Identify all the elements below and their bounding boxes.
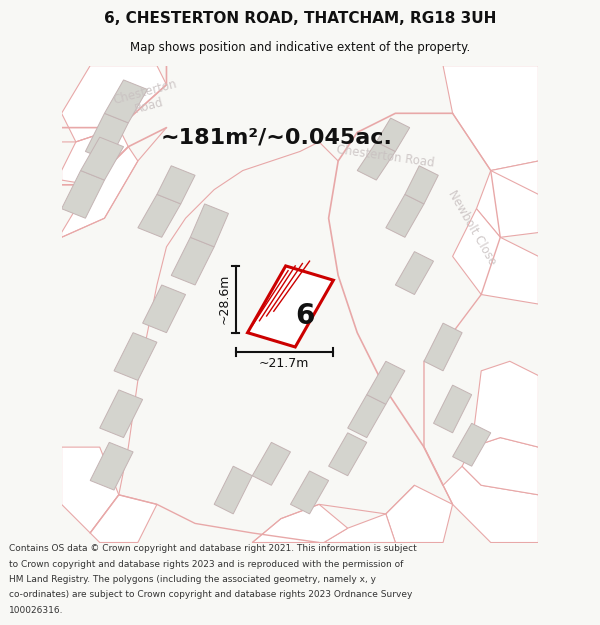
Polygon shape <box>424 323 462 371</box>
Polygon shape <box>253 504 347 542</box>
Polygon shape <box>290 471 329 514</box>
Polygon shape <box>329 433 367 476</box>
Polygon shape <box>85 113 128 161</box>
Polygon shape <box>214 466 253 514</box>
Polygon shape <box>62 127 128 185</box>
Text: Map shows position and indicative extent of the property.: Map shows position and indicative extent… <box>130 41 470 54</box>
Polygon shape <box>386 194 424 238</box>
Polygon shape <box>62 171 104 218</box>
Polygon shape <box>386 485 452 542</box>
Polygon shape <box>62 147 138 238</box>
Polygon shape <box>190 204 229 247</box>
Text: Chesterton
Road: Chesterton Road <box>112 77 182 121</box>
Polygon shape <box>452 423 491 466</box>
Text: co-ordinates) are subject to Crown copyright and database rights 2023 Ordnance S: co-ordinates) are subject to Crown copyr… <box>9 591 412 599</box>
Polygon shape <box>138 194 181 238</box>
Text: ~21.7m: ~21.7m <box>259 357 310 370</box>
Polygon shape <box>253 442 290 485</box>
Polygon shape <box>114 332 157 381</box>
Polygon shape <box>100 390 143 438</box>
Polygon shape <box>476 161 538 238</box>
Polygon shape <box>395 252 434 294</box>
Text: 6, CHESTERTON ROAD, THATCHAM, RG18 3UH: 6, CHESTERTON ROAD, THATCHAM, RG18 3UH <box>104 11 496 26</box>
Polygon shape <box>443 466 538 542</box>
Text: Newbolt Close: Newbolt Close <box>445 188 499 268</box>
Text: HM Land Registry. The polygons (including the associated geometry, namely x, y: HM Land Registry. The polygons (includin… <box>9 575 376 584</box>
Text: Chesterton Road: Chesterton Road <box>336 143 436 169</box>
Polygon shape <box>434 385 472 433</box>
Polygon shape <box>62 66 166 142</box>
Polygon shape <box>90 442 133 490</box>
Polygon shape <box>472 361 538 447</box>
Polygon shape <box>357 142 395 180</box>
Polygon shape <box>462 438 538 495</box>
Polygon shape <box>443 66 538 171</box>
Polygon shape <box>452 209 538 304</box>
Polygon shape <box>405 166 438 204</box>
Polygon shape <box>376 118 410 151</box>
Polygon shape <box>90 495 157 542</box>
Polygon shape <box>80 137 124 180</box>
Polygon shape <box>324 514 395 542</box>
Text: Contains OS data © Crown copyright and database right 2021. This information is : Contains OS data © Crown copyright and d… <box>9 544 417 553</box>
Text: 6: 6 <box>295 302 314 330</box>
Polygon shape <box>347 394 386 438</box>
Text: 100026316.: 100026316. <box>9 606 64 615</box>
Polygon shape <box>171 238 214 285</box>
Polygon shape <box>62 447 119 533</box>
Text: ~28.6m: ~28.6m <box>217 274 230 324</box>
Polygon shape <box>157 166 195 204</box>
Polygon shape <box>248 266 334 347</box>
Text: to Crown copyright and database rights 2023 and is reproduced with the permissio: to Crown copyright and database rights 2… <box>9 559 403 569</box>
Polygon shape <box>104 80 148 123</box>
Polygon shape <box>143 285 185 332</box>
Text: ~181m²/~0.045ac.: ~181m²/~0.045ac. <box>160 127 392 147</box>
Polygon shape <box>367 361 405 404</box>
